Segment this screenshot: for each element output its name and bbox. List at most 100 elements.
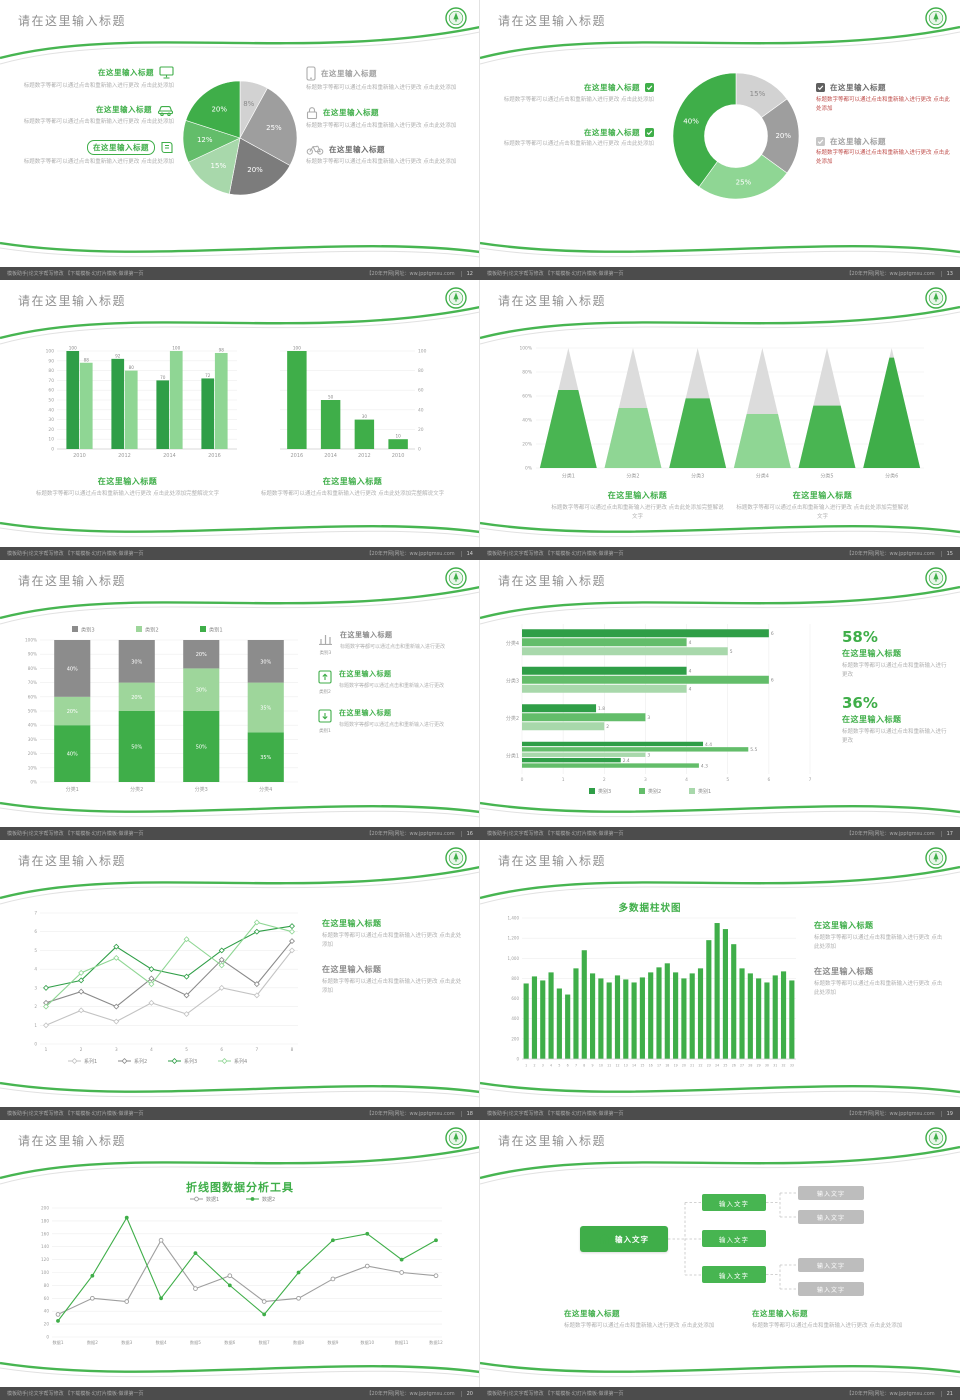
svg-text:50%: 50% xyxy=(196,745,207,751)
flow-node-gray: 输入文字 xyxy=(798,1186,864,1200)
page-number: 21 xyxy=(940,1390,953,1397)
section-title: 在这里输入标题 xyxy=(814,967,874,977)
svg-text:2010: 2010 xyxy=(73,453,86,459)
icon-block: 类别2 xyxy=(318,669,332,695)
svg-text:80: 80 xyxy=(48,368,54,374)
column-chart: 0 200 400 600 800 1,000 1,200 1,400 1 2 3 4 5 6 7 8 9 10 1… xyxy=(496,912,800,1070)
footer-right-text: 【20年开网|网址：ww.jpptgmsu.com xyxy=(366,1111,455,1117)
svg-text:2014: 2014 xyxy=(324,453,337,459)
svg-text:0%: 0% xyxy=(30,780,37,785)
slide-19[interactable]: 请在这里输入标题 多数据柱状图 0 200 400 600 800 1,000 1,200 1… xyxy=(479,839,960,1121)
slide-17[interactable]: 请在这里输入标题 0 1 2 3 4 5 6 7 6 4 5 分类4 4 6 4 分类3 1.8 3 2 分类2 4.4… xyxy=(479,559,960,841)
svg-text:6: 6 xyxy=(220,1047,223,1052)
svg-text:100: 100 xyxy=(69,346,77,351)
callout-title: 在这里输入标题 xyxy=(98,68,154,77)
slide-footer: 模板助手|论文字帮写修改 【下载模板·幻灯片模板·做课第一页 【20年开网|网址：… xyxy=(480,1387,960,1400)
svg-text:2016: 2016 xyxy=(291,453,304,459)
svg-text:28: 28 xyxy=(748,1064,752,1068)
svg-text:10: 10 xyxy=(48,437,54,443)
svg-text:12%: 12% xyxy=(197,136,213,144)
slide-title: 请在这里输入标题 xyxy=(498,1134,607,1148)
school-logo-icon xyxy=(445,287,467,309)
slide-12[interactable]: 请在这里输入标题 在这里输入标题 标题数字等都可以通过点击和重新输入进行更改 点… xyxy=(0,0,481,281)
svg-text:3: 3 xyxy=(647,715,650,721)
download-box-icon xyxy=(318,709,332,723)
section-block: 在这里输入标题 标题数字等都可以通过点击和重新输入进行更改 点击此处添加 xyxy=(322,964,464,996)
section-body: 标题数字等都可以通过点击和重新输入进行更改 点击此处添加 xyxy=(814,981,943,997)
svg-text:分类2: 分类2 xyxy=(130,786,143,793)
svg-text:10: 10 xyxy=(599,1064,603,1068)
svg-text:分类4: 分类4 xyxy=(756,473,769,480)
section-block: 在这里输入标题 标题数字等都可以通过点击和重新输入进行更改 点击此处添加完整解说… xyxy=(550,490,725,522)
footer-left-text: 模板助手|论文字帮写修改 【下载模板·幻灯片模板·做课第一页 xyxy=(7,1111,144,1117)
page-number: 16 xyxy=(460,830,473,837)
slide-14[interactable]: 请在这里输入标题 0 10 20 30 40 50 60 70 80 90 100 100 88 2010… xyxy=(0,279,481,561)
svg-text:3: 3 xyxy=(644,777,647,783)
footer-right-text: 【20年开网|网址：ww.jpptgmsu.com xyxy=(846,831,935,837)
svg-text:35%: 35% xyxy=(260,755,271,761)
callouts-right: 在这里输入标题 标题数字等都可以通过点击和重新输入进行更改 点击此处添加 在这里… xyxy=(816,82,950,180)
svg-text:2016: 2016 xyxy=(208,453,221,459)
svg-text:8%: 8% xyxy=(243,100,254,108)
pie-chart: 8% 25% 20% 15% 12% 20% xyxy=(182,80,298,196)
section-body: 标题数字等都可以通过点击和重新输入进行更改 xyxy=(842,663,947,679)
section-body: 标题数字等都可以通过点击和重新输入进行更改 点击此处添加 xyxy=(814,935,943,951)
svg-text:20%: 20% xyxy=(196,652,207,658)
callout-title: 在这里输入标题 xyxy=(584,83,640,92)
slide-15[interactable]: 请在这里输入标题 0% 20% 40% 60% 80% 100% 分类1 分类2 分类3 分类4 分… xyxy=(479,279,960,561)
callout-body: 标题数字等都可以通过点击和重新输入进行更改 点击此处添加 xyxy=(816,150,950,166)
svg-text:16: 16 xyxy=(649,1064,653,1068)
svg-text:70: 70 xyxy=(160,375,166,380)
section-body: 标题数字等都可以通过点击和重新输入进行更改 点击此处添加完整解说文字 xyxy=(551,505,724,521)
svg-text:40: 40 xyxy=(48,407,54,413)
svg-text:分类4: 分类4 xyxy=(506,640,519,647)
footer-left-text: 模板助手|论文字帮写修改 【下载模板·幻灯片模板·做课第一页 xyxy=(7,551,144,557)
svg-text:13: 13 xyxy=(624,1064,628,1068)
footer-left-text: 模板助手|论文字帮写修改 【下载模板·幻灯片模板·做课第一页 xyxy=(7,271,144,277)
svg-text:3: 3 xyxy=(542,1064,544,1068)
section-title: 在这里输入标题 xyxy=(564,1309,620,1318)
svg-text:24: 24 xyxy=(715,1064,719,1068)
slide-footer: 模板助手|论文字帮写修改 【下载模板·幻灯片模板·做课第一页 【20年开网|网址：… xyxy=(0,827,480,840)
svg-text:3: 3 xyxy=(647,753,650,759)
svg-text:40%: 40% xyxy=(67,752,78,758)
svg-text:分类1: 分类1 xyxy=(562,473,575,480)
slide-16[interactable]: 请在这里输入标题 类别3 类别2 类别1 0% 10% 20% 30% 40% 50% 60% 70… xyxy=(0,559,481,841)
svg-text:0: 0 xyxy=(51,447,54,453)
callout-item: 在这里输入标题 标题数字等都可以通过点击和重新输入进行更改 点击此处添加 xyxy=(496,82,654,105)
section-body: 标题数字等都可以通过点击和重新输入进行更改 点击此处添加完整解说文字 xyxy=(35,491,220,497)
svg-text:27: 27 xyxy=(740,1064,744,1068)
section-body: 标题数字等都可以通过点击和重新输入进行更改 点击此处添加 xyxy=(752,1323,903,1329)
callouts-right: 在这里输入标题 标题数字等都可以通过点击和重新输入进行更改 点击此处添加 在这里… xyxy=(306,66,470,180)
svg-text:40%: 40% xyxy=(522,418,532,424)
callout-item: 在这里输入标题 标题数字等都可以通过点击和重新输入进行更改 点击此处添加 xyxy=(496,127,654,150)
monitor-icon xyxy=(159,66,174,79)
svg-text:20%: 20% xyxy=(211,105,227,113)
svg-text:90: 90 xyxy=(48,358,54,364)
slide-footer: 模板助手|论文字帮写修改 【下载模板·幻灯片模板·做课第一页 【20年开网|网址：… xyxy=(0,267,480,280)
footer-left-text: 模板助手|论文字帮写修改 【下载模板·幻灯片模板·做课第一页 xyxy=(487,271,624,277)
slide-18[interactable]: 请在这里输入标题 0 1 2 3 4 5 6 7 1 2 3 4 5 6 7 8 系列1 系列2 系列3 系列4 在这… xyxy=(0,839,481,1121)
school-logo-icon xyxy=(925,7,947,29)
svg-text:140: 140 xyxy=(41,1244,49,1249)
svg-text:5: 5 xyxy=(34,948,37,953)
slide-title: 请在这里输入标题 xyxy=(498,574,607,588)
slide-13[interactable]: 请在这里输入标题 在这里输入标题 标题数字等都可以通过点击和重新输入进行更改 点… xyxy=(479,0,960,281)
slide-21[interactable]: 请在这里输入标题 输入文字 输入文字 输入文字 输入文字 输入文字 输入文字 输… xyxy=(479,1119,960,1400)
slide-20[interactable]: 请在这里输入标题 折线图数据分析工具 0 20 40 60 80 100 120 140 160… xyxy=(0,1119,481,1400)
svg-text:类别3: 类别3 xyxy=(81,626,95,634)
svg-text:50: 50 xyxy=(328,395,334,400)
svg-text:数据12: 数据12 xyxy=(429,1339,443,1346)
callout-item: 类别3 在这里输入标题 标题数字等都可以通过点击和重新输入进行更改 xyxy=(318,630,470,656)
bicycle-icon xyxy=(306,144,324,155)
svg-text:98: 98 xyxy=(219,347,225,352)
section-block: 在这里输入标题 标题数字等都可以通过点击和重新输入进行更改 点击此处添加完整解说… xyxy=(30,476,225,499)
footer-left-text: 模板助手|论文字帮写修改 【下载模板·幻灯片模板·做课第一页 xyxy=(487,1111,624,1117)
svg-text:14: 14 xyxy=(632,1064,636,1068)
svg-text:31: 31 xyxy=(773,1064,777,1068)
pyramid-chart: 0% 20% 40% 60% 80% 100% 分类1 分类2 分类3 分类4 分类5 分类6 xyxy=(508,338,932,480)
footer-right-text: 【20年开网|网址：ww.jpptgmsu.com xyxy=(366,271,455,277)
school-logo-icon xyxy=(445,1127,467,1149)
svg-text:数据1: 数据1 xyxy=(52,1339,63,1346)
svg-text:60: 60 xyxy=(418,388,424,394)
